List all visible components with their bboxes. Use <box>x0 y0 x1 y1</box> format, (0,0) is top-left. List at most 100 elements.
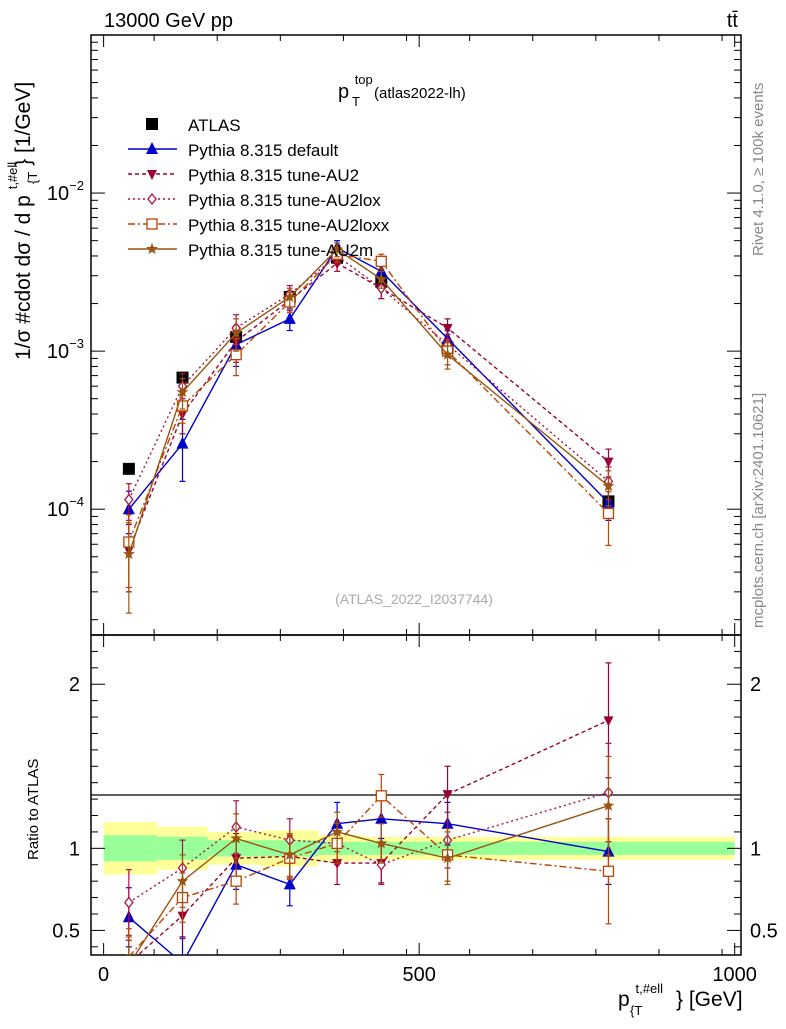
x-axis-label-base: p <box>618 988 630 1011</box>
ratio-point-4-4 <box>331 825 343 837</box>
ratio-point-3-2 <box>230 875 242 887</box>
mcplots-reference-label: mcplots.cern.ch [arXiv:2401.10621] <box>750 393 767 628</box>
ratio-point-4-2 <box>230 832 242 844</box>
ratio-series-line-0 <box>128 818 609 955</box>
ratio-y-axis-label: Ratio to ATLAS <box>25 759 42 860</box>
main-y-tick-label-2: 10−2 <box>47 178 84 205</box>
main-series-2 <box>123 255 614 593</box>
main-point-5-5 <box>375 273 388 285</box>
ratio-y-tick-label-r-2: 2 <box>750 674 761 696</box>
legend: ATLAS Pythia 8.315 default Pythia 8.315 tu… <box>128 116 390 260</box>
main-point-5-3 <box>283 290 296 302</box>
main-y-tick-label-base-0: 10 <box>47 499 69 521</box>
ratio-band-inner-2 <box>207 840 262 857</box>
main-point-4-5 <box>375 255 387 267</box>
ratio-series-line-4 <box>134 805 609 955</box>
legend-entry-4: Pythia 8.315 tune-AU2loxx <box>128 216 390 235</box>
main-point-5-7 <box>602 479 615 492</box>
main-y-tick-label-exp-2: −2 <box>69 178 84 193</box>
main-y-axis-label-pre: 1/σ #cdot dσ / d p <box>12 195 35 360</box>
ratio-point-3-7 <box>602 865 615 877</box>
ratio-point-4-7 <box>602 799 615 811</box>
x-axis-label-post: } [GeV] <box>676 988 743 1011</box>
legend-entry-3: Pythia 8.315 tune-AU2lox <box>128 191 381 210</box>
analysis-watermark: (ATLAS_2022_I2037744) <box>335 591 493 607</box>
main-point-2-7 <box>603 457 614 468</box>
legend-marker-0 <box>146 118 158 130</box>
main-point-5-2 <box>230 326 242 339</box>
legend-marker-3 <box>147 192 157 206</box>
legend-marker-1 <box>146 142 158 154</box>
main-title-base: p <box>338 81 349 103</box>
legend-label-5: Pythia 8.315 tune-AU2m <box>188 241 373 260</box>
main-point-5-4 <box>331 243 343 255</box>
ratio-point-0-3 <box>283 877 296 890</box>
legend-label-3: Pythia 8.315 tune-AU2lox <box>188 191 381 210</box>
header-energy-label: 13000 GeV pp <box>104 10 233 32</box>
ratio-point-0-5 <box>375 811 388 824</box>
legend-entry-0: ATLAS <box>146 116 241 135</box>
x-tick-label-2: 1000 <box>712 964 757 986</box>
main-point-4-7 <box>602 507 615 520</box>
header-process-label: tt̄ <box>727 10 739 32</box>
main-title-suffix: (atlas2022-lh) <box>374 85 466 102</box>
main-point-2-6 <box>442 324 453 335</box>
main-y-tick-label-1: 10−3 <box>47 336 84 363</box>
main-point-1-1 <box>176 436 189 449</box>
legend-entry-2: Pythia 8.315 tune-AU2 <box>128 166 359 185</box>
main-y-axis-label-sup: t,#ell <box>5 162 20 190</box>
ratio-point-4-1 <box>176 875 189 887</box>
ratio-point-3-5 <box>375 790 387 802</box>
main-y-tick-label-base-1: 10 <box>47 341 69 363</box>
x-tick-label-0: 0 <box>98 964 109 986</box>
main-y-tick-label-exp-1: −3 <box>69 336 84 351</box>
main-series-line-2 <box>128 262 609 551</box>
legend-entry-1: Pythia 8.315 default <box>128 141 339 160</box>
x-axis-label-sup: t,#ell <box>636 981 664 996</box>
ratio-series-0 <box>122 798 615 955</box>
main-y-axis-label-sub: {T <box>25 172 40 184</box>
main-series-5 <box>123 242 615 614</box>
main-y-tick-label-exp-0: −4 <box>69 494 84 509</box>
main-point-3-0 <box>124 493 134 506</box>
main-point-0-0 <box>122 462 135 475</box>
ratio-y-tick-label-l-1: 1 <box>69 838 80 860</box>
main-point-1-3 <box>283 311 296 324</box>
ratio-band-inner-0 <box>103 835 158 862</box>
legend-label-0: ATLAS <box>188 116 241 135</box>
ratio-point-4-6 <box>441 852 454 864</box>
ratio-point-1-6 <box>442 790 453 801</box>
main-series-0 <box>122 251 615 508</box>
legend-label-2: Pythia 8.315 tune-AU2 <box>188 166 359 185</box>
main-y-tick-label-base-2: 10 <box>47 183 69 205</box>
main-title: p top T (atlas2022-lh) <box>338 67 466 111</box>
legend-label-4: Pythia 8.315 tune-AU2loxx <box>188 216 390 235</box>
main-title-sub: T <box>352 94 360 109</box>
ratio-series-4 <box>125 755 615 955</box>
main-y-axis-label-post: } [1/GeV] <box>12 82 35 166</box>
x-axis-label: p t,#ell {T } [GeV] <box>618 975 743 1020</box>
legend-marker-2 <box>147 170 157 180</box>
ratio-band-inner-5 <box>362 841 413 855</box>
x-tick-label-1: 500 <box>402 964 435 986</box>
ratio-series-line-2 <box>128 791 609 904</box>
ratio-point-2-0 <box>124 896 134 909</box>
main-point-1-5 <box>375 264 388 277</box>
main-series-line-5 <box>128 248 609 555</box>
ratio-y-tick-label-r-0: 0.5 <box>750 920 778 942</box>
main-y-axis-label: 1/σ #cdot dσ / d p t,#ell {T } [1/GeV] <box>0 82 42 360</box>
ratio-y-tick-label-r-1: 1 <box>750 838 761 860</box>
ratio-point-1-7 <box>603 716 614 727</box>
ratio-series-line-1 <box>137 719 609 955</box>
ratio-point-4-5 <box>375 837 388 849</box>
main-series-3 <box>124 248 614 521</box>
main-point-5-6 <box>441 348 454 360</box>
ratio-series-group <box>122 662 615 955</box>
main-series-group <box>122 240 615 614</box>
main-series-line-4 <box>128 253 609 543</box>
ratio-point-4-3 <box>283 848 296 860</box>
legend-label-1: Pythia 8.315 default <box>188 141 339 160</box>
